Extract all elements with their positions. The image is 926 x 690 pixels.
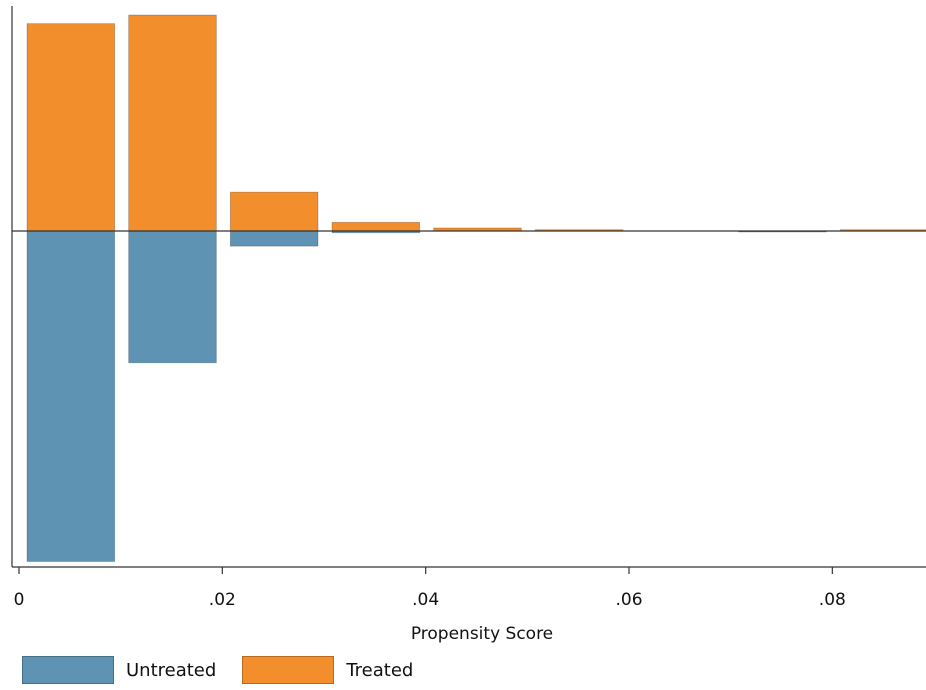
bar-treated-2	[229, 191, 319, 232]
legend: Untreated Treated	[22, 656, 439, 684]
x-axis-title: Propensity Score	[411, 624, 553, 644]
legend-label-treated: Treated	[346, 659, 414, 681]
bar-treated-0	[26, 23, 116, 232]
bar-treated-1	[128, 14, 217, 232]
legend-swatch-treated	[242, 656, 335, 684]
bar-untreated-0	[26, 230, 116, 562]
x-tick-label-2: .04	[412, 590, 439, 610]
x-tick-label-4: .08	[819, 590, 846, 610]
bar-untreated-2	[229, 230, 319, 247]
x-tick-label-3: .06	[615, 590, 642, 610]
bar-treated-3	[331, 221, 421, 232]
legend-label-untreated: Untreated	[126, 659, 217, 681]
x-ticks-group: 0 .02 .04 .06 .08	[14, 567, 846, 610]
bar-untreated-1	[128, 230, 217, 364]
legend-item-treated: Treated	[242, 656, 413, 684]
legend-item-untreated: Untreated	[22, 656, 216, 684]
legend-swatch-untreated	[22, 656, 114, 684]
x-tick-label-1: .02	[209, 590, 236, 610]
bars-group	[26, 14, 926, 562]
x-tick-label-0: 0	[14, 590, 25, 610]
